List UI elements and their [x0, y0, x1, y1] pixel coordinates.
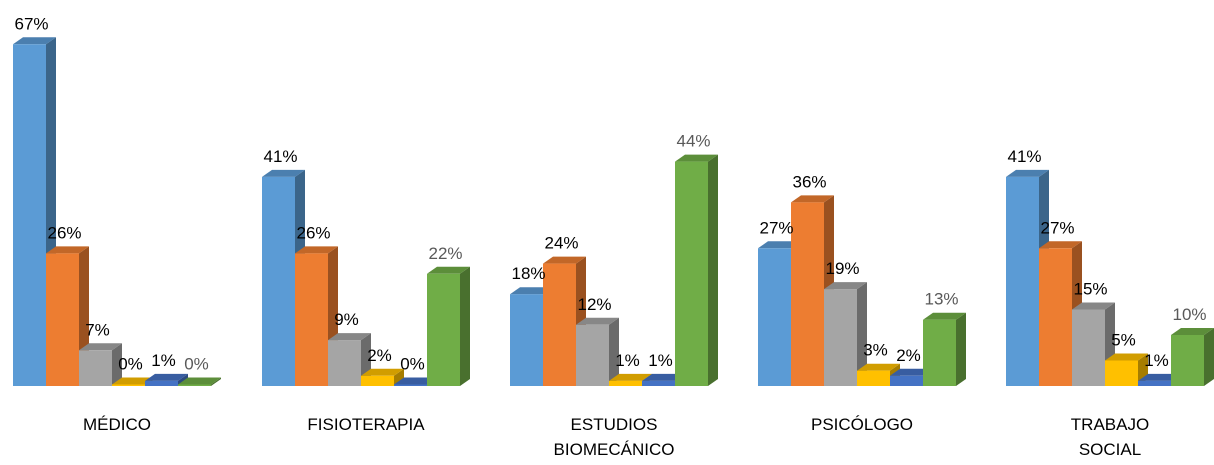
data-label: 41% [1007, 147, 1041, 166]
data-label: 26% [47, 223, 81, 242]
data-label: 44% [676, 132, 710, 151]
bar [923, 312, 966, 386]
data-label: 1% [1144, 351, 1169, 370]
bar [427, 266, 470, 386]
bar [79, 343, 122, 386]
data-label: 1% [648, 351, 673, 370]
data-label: 2% [896, 346, 921, 365]
category-label: TRABAJO SOCIAL [1071, 415, 1149, 459]
data-label: 0% [118, 355, 143, 374]
data-label: 3% [863, 341, 888, 360]
data-label: 19% [825, 259, 859, 278]
bar [824, 282, 867, 386]
data-label: 5% [1111, 331, 1136, 350]
data-label: 0% [400, 355, 425, 374]
bar [1105, 353, 1148, 386]
data-label: 27% [1040, 218, 1074, 237]
data-label: 2% [367, 346, 392, 365]
category-label: PSICÓLOGO [811, 415, 913, 434]
data-label: 13% [924, 290, 958, 309]
bar [46, 246, 89, 386]
data-label: 27% [759, 218, 793, 237]
category-label: FISIOTERAPIA [307, 415, 425, 434]
bar [576, 317, 619, 386]
data-label: 18% [511, 264, 545, 283]
data-label: 36% [792, 172, 826, 191]
data-label: 0% [184, 355, 209, 374]
category-label: MÉDICO [83, 415, 151, 434]
data-label: 1% [615, 351, 640, 370]
data-label: 10% [1172, 305, 1206, 324]
bar [178, 377, 221, 386]
data-label: 67% [14, 14, 48, 33]
chart-data-labels: 67% 26% 7% 0% 1% 0% 41% 26% 9% 2% 0% 22% 18% 24% 12% 1%… [14, 14, 1206, 373]
bar [361, 368, 404, 386]
category-label: ESTUDIOS BIOMECÁNICO [554, 415, 675, 459]
bar [1171, 328, 1214, 386]
chart-category-labels: MÉDICO FISIOTERAPIA ESTUDIOS BIOMECÁNICO PSI… [83, 415, 1149, 459]
data-label: 15% [1073, 280, 1107, 299]
data-label: 41% [263, 147, 297, 166]
bar [675, 154, 718, 386]
data-label: 12% [577, 295, 611, 314]
bar [1072, 302, 1115, 386]
data-label: 22% [428, 244, 462, 263]
data-label: 9% [334, 310, 359, 329]
data-label: 24% [544, 234, 578, 253]
data-label: 7% [85, 320, 110, 339]
data-label: 1% [151, 351, 176, 370]
chart-bars [13, 37, 1214, 387]
data-label: 26% [296, 223, 330, 242]
